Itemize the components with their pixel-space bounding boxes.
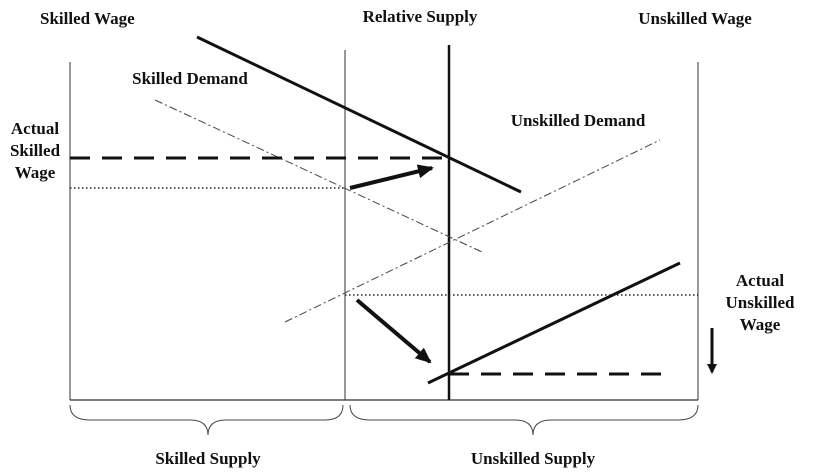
right-label: Actual [736, 271, 784, 290]
right-label: Wage [740, 315, 781, 334]
unskilled-demand-label: Unskilled Demand [511, 111, 646, 130]
skilled-demand-label: Skilled Demand [132, 69, 248, 88]
frame [69, 45, 699, 401]
braces [69, 404, 699, 436]
header-right: Unskilled Wage [638, 9, 752, 28]
left-label: Actual [11, 119, 59, 138]
footer-left: Skilled Supply [155, 449, 261, 468]
footer-right: Unskilled Supply [471, 449, 596, 468]
right-label: Unskilled [726, 293, 796, 312]
arrows [349, 164, 717, 374]
left-label: Wage [15, 163, 56, 182]
left-label: Skilled [10, 141, 61, 160]
header-center: Relative Supply [363, 7, 478, 26]
header-left: Skilled Wage [40, 9, 135, 28]
curves [70, 35, 698, 385]
